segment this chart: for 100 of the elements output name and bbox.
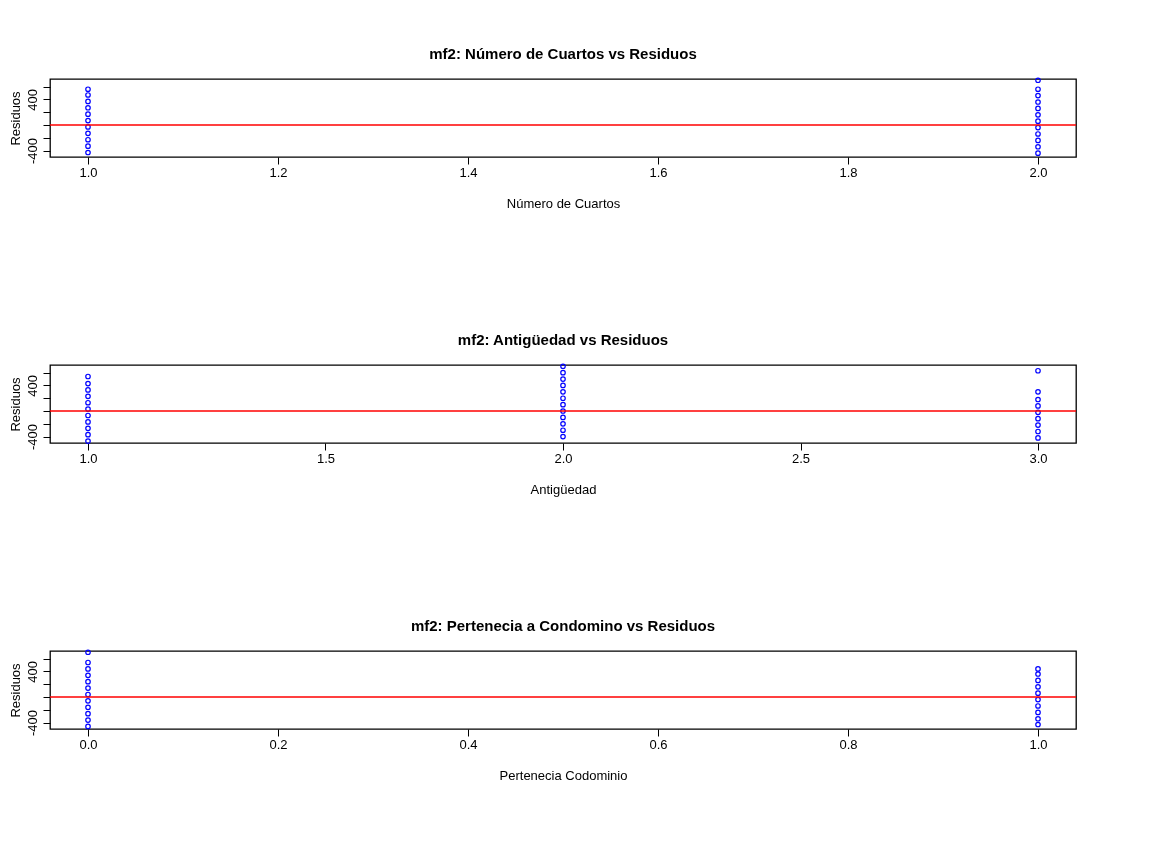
- point: [1035, 111, 1041, 118]
- y-tick-label: 400: [24, 375, 40, 397]
- point: [560, 408, 566, 414]
- point: [560, 427, 566, 434]
- point: [85, 130, 91, 137]
- point: [85, 149, 91, 156]
- x-tick-label: 0.6: [649, 736, 668, 752]
- x-axis-title: Pertenecia Codominio: [499, 767, 628, 783]
- point: [1035, 422, 1041, 428]
- point: [1035, 709, 1041, 716]
- point: [85, 438, 91, 444]
- point: [85, 723, 91, 730]
- point: [1035, 415, 1041, 422]
- point: [85, 98, 91, 105]
- point: [85, 111, 91, 117]
- point: [1035, 118, 1041, 125]
- point: [560, 363, 566, 370]
- point: [1035, 721, 1041, 728]
- y-tick-label: -400: [24, 710, 40, 737]
- point: [560, 395, 566, 402]
- point: [1035, 105, 1041, 112]
- point: [560, 420, 566, 427]
- point: [85, 124, 91, 130]
- point: [1035, 143, 1041, 150]
- point: [85, 86, 91, 93]
- point: [85, 431, 91, 438]
- point: [85, 136, 91, 143]
- point: [85, 717, 91, 723]
- x-tick-label: 1.8: [839, 164, 858, 180]
- point: [560, 401, 566, 408]
- x-tick-label: 1.5: [316, 450, 336, 466]
- chart-title: mf2: Pertenecia a Condomino vs Residuos: [410, 616, 716, 634]
- y-tick-label: 400: [24, 89, 40, 111]
- point: [85, 678, 91, 685]
- point: [85, 425, 91, 432]
- point: [85, 380, 91, 387]
- point: [85, 659, 91, 666]
- chart-title: mf2: Antigüedad vs Residuos: [457, 330, 669, 348]
- point: [1035, 666, 1041, 672]
- point: [85, 104, 91, 111]
- point: [85, 672, 91, 679]
- point: [85, 373, 91, 380]
- x-tick-label: 1.2: [269, 164, 288, 180]
- y-tick-label: -400: [24, 424, 40, 451]
- point: [1035, 715, 1041, 722]
- y-tick-label: -400: [24, 138, 40, 165]
- point: [1035, 389, 1041, 395]
- point: [1035, 77, 1041, 84]
- x-axis-title: Antigüedad: [530, 481, 597, 497]
- point: [560, 433, 566, 440]
- point: [1035, 137, 1041, 144]
- point: [85, 649, 91, 656]
- point: [1035, 150, 1041, 156]
- point: [1035, 131, 1041, 137]
- point: [1035, 428, 1041, 435]
- point: [1035, 703, 1041, 709]
- y-tick-label: 400: [24, 661, 40, 683]
- x-tick-label: 1.4: [459, 164, 478, 180]
- point: [85, 685, 91, 691]
- point: [85, 698, 91, 704]
- y-axis-title: Residuos: [7, 376, 23, 432]
- chart-title: mf2: Número de Cuartos vs Residuos: [429, 44, 697, 62]
- point: [85, 393, 91, 400]
- point: [85, 419, 91, 425]
- point: [560, 382, 566, 389]
- x-tick-label: 0.2: [269, 736, 288, 752]
- y-axis-title: Residuos: [7, 90, 23, 146]
- x-tick-label: 0.0: [79, 736, 98, 752]
- point: [560, 376, 566, 382]
- point: [85, 117, 91, 124]
- point: [85, 92, 91, 98]
- point: [85, 704, 91, 711]
- x-tick-label: 1.6: [649, 164, 668, 180]
- point: [85, 666, 91, 672]
- point: [560, 414, 566, 421]
- x-tick-label: 2.0: [554, 450, 573, 466]
- x-axis-title: Número de Cuartos: [506, 195, 621, 211]
- x-tick-label: 1.0: [79, 164, 98, 180]
- point: [1035, 92, 1041, 99]
- x-tick-label: 0.8: [839, 736, 858, 752]
- point: [560, 369, 566, 376]
- x-tick-label: 1.0: [1029, 736, 1048, 752]
- point: [1035, 671, 1041, 677]
- x-tick-label: 2.5: [791, 450, 811, 466]
- point: [1035, 677, 1041, 684]
- point: [1035, 683, 1041, 690]
- point: [1035, 99, 1041, 105]
- x-tick-label: 0.4: [459, 736, 478, 752]
- point: [85, 143, 91, 149]
- point: [1035, 403, 1041, 409]
- x-tick-label: 3.0: [1029, 450, 1048, 466]
- point: [85, 710, 91, 717]
- x-tick-label: 1.0: [79, 450, 98, 466]
- point: [1035, 435, 1041, 441]
- point: [85, 399, 91, 406]
- y-axis-title: Residuos: [7, 662, 23, 718]
- x-tick-label: 2.0: [1029, 164, 1048, 180]
- point: [85, 387, 91, 393]
- point: [1035, 690, 1041, 697]
- point: [85, 412, 91, 419]
